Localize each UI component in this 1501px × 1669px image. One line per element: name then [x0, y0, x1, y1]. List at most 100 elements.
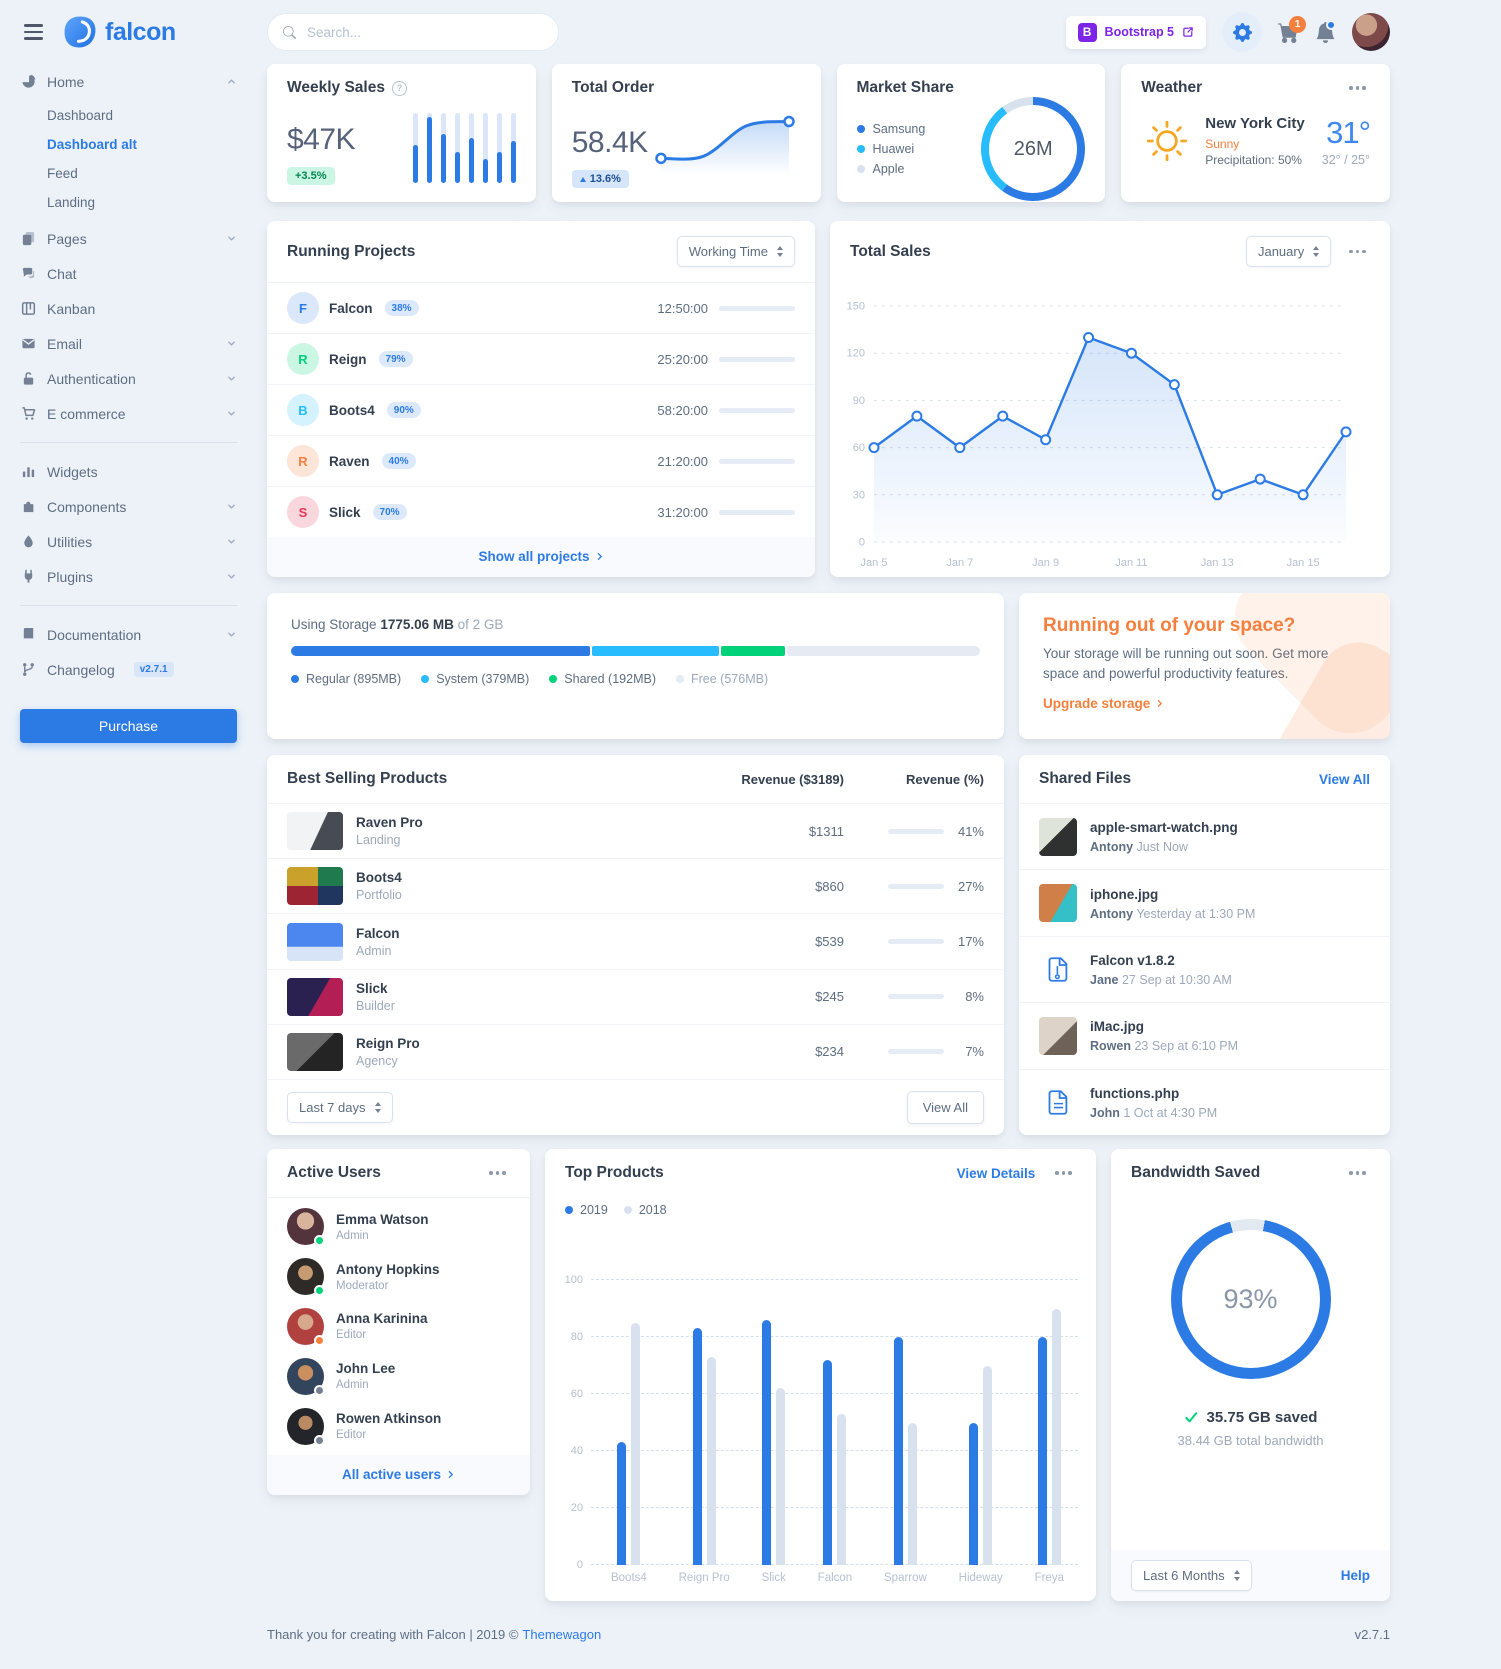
project-name[interactable]: Reign [329, 351, 367, 367]
best-selling-title: Best Selling Products [287, 770, 448, 787]
bandwidth-total-text: 38.44 GB total bandwidth [1177, 1433, 1324, 1448]
purchase-button[interactable]: Purchase [20, 709, 237, 743]
product-category: Builder [356, 998, 395, 1013]
revenue-percent-bar [888, 994, 944, 1000]
revenue-percent-bar [888, 939, 944, 944]
project-percent-badge: 38% [384, 300, 419, 316]
sidebar-item-feed[interactable]: Feed [47, 166, 78, 181]
user-name[interactable]: Rowen Atkinson [336, 1411, 442, 1427]
working-time-select[interactable]: Working Time [676, 236, 795, 267]
sidebar-item-widgets[interactable]: Widgets [20, 454, 237, 489]
storage-promo-card: Running out of your space? Your storage … [1019, 593, 1390, 739]
total-sales-menu-button[interactable] [1345, 246, 1370, 258]
revenue-percent-label: 27% [957, 878, 984, 894]
project-name[interactable]: Falcon [329, 300, 373, 316]
project-row: R Raven 40% 21:20:00 [267, 436, 815, 487]
product-row: Boots4 Portfolio $860 27% [267, 858, 1004, 913]
caret-up-icon [579, 176, 586, 182]
storage-row: Using Storage 1775.06 MB of 2 GB Regular… [267, 593, 1390, 739]
legend-item-2019[interactable]: 2019 [565, 1203, 608, 1217]
search-box[interactable] [267, 13, 559, 51]
cart-count-badge: 1 [1289, 15, 1306, 33]
project-time: 58:20:00 [657, 402, 708, 418]
promo-title: Running out of your space? [1043, 615, 1296, 636]
file-name[interactable]: apple-smart-watch.png [1090, 820, 1238, 836]
status-dot [314, 1285, 325, 1297]
falcon-logo[interactable]: falcon [63, 15, 176, 49]
sidebar-item-authentication[interactable]: Authentication [20, 361, 237, 396]
sidebar-divider [20, 442, 237, 443]
user-name[interactable]: Emma Watson [336, 1211, 429, 1227]
project-name[interactable]: Boots4 [329, 402, 375, 418]
project-progress-bar [719, 458, 795, 464]
sidebar-item-changelog[interactable]: Changelog v2.7.1 [20, 652, 237, 687]
user-avatar [287, 1407, 325, 1446]
sidebar-item-dashboard[interactable]: Dashboard [47, 108, 114, 123]
upgrade-storage-link[interactable]: Upgrade storage [1043, 696, 1164, 711]
themewagon-link[interactable]: Themewagon [522, 1627, 602, 1642]
settings-button[interactable] [1222, 12, 1262, 52]
sidebar-item-pages[interactable]: Pages [20, 221, 237, 256]
product-name[interactable]: Raven Pro [356, 815, 423, 831]
view-details-link[interactable]: View Details [956, 1165, 1036, 1181]
sidebar-item-utilities[interactable]: Utilities [20, 524, 237, 559]
project-name[interactable]: Raven [329, 453, 370, 469]
storage-segment-free [787, 646, 980, 656]
top-products-menu-button[interactable] [1051, 1167, 1076, 1179]
storage-segment-shared [721, 646, 786, 656]
legend-dot [676, 675, 684, 683]
menu-toggle-button[interactable] [20, 20, 47, 43]
sidebar-item-ecommerce[interactable]: E commerce [20, 396, 237, 431]
bootstrap-version-badge[interactable]: B Bootstrap 5 [1065, 15, 1206, 49]
file-meta: Jane 27 Sep at 10:30 AM [1090, 973, 1232, 988]
total-sales-card: Total Sales January 0 30 60 90 120 150 Jan 5 Ja… [830, 221, 1390, 577]
month-select[interactable]: January [1245, 236, 1332, 267]
shared-files-view-all-link[interactable]: View All [1318, 771, 1370, 787]
user-avatar [287, 1307, 325, 1346]
active-users-menu-button[interactable] [485, 1167, 510, 1179]
bandwidth-menu-button[interactable] [1345, 1167, 1370, 1179]
chevron-right-icon [597, 553, 602, 560]
stats-row: Weekly Sales $47K +3.5% Total Order [267, 64, 1390, 202]
user-name[interactable]: John Lee [336, 1361, 396, 1377]
user-avatar[interactable] [1352, 13, 1390, 51]
date-range-select[interactable]: Last 7 days [287, 1092, 393, 1124]
sidebar-item-chat[interactable]: Chat [20, 256, 237, 291]
question-circle-icon[interactable] [391, 80, 407, 96]
sidebar-item-documentation[interactable]: Documentation [20, 617, 237, 652]
all-active-users-link[interactable]: All active users [342, 1467, 455, 1482]
cart-button[interactable]: 1 [1278, 15, 1306, 43]
legend-dot [421, 675, 430, 683]
period-select[interactable]: Last 6 Months [1131, 1560, 1252, 1591]
search-input[interactable] [305, 23, 543, 41]
file-name[interactable]: iMac.jpg [1090, 1019, 1145, 1035]
user-role: Admin [336, 1229, 369, 1242]
view-all-button[interactable]: View All [906, 1091, 984, 1125]
sidebar-item-dashboard-alt[interactable]: Dashboard alt [47, 137, 138, 152]
help-link[interactable]: Help [1340, 1568, 1370, 1583]
user-avatar [287, 1357, 325, 1396]
legend-item-2018[interactable]: 2018 [623, 1203, 667, 1217]
product-name[interactable]: Reign Pro [356, 1035, 420, 1051]
user-name[interactable]: Antony Hopkins [336, 1261, 440, 1277]
sidebar-item-landing[interactable]: Landing [47, 195, 96, 210]
user-name[interactable]: Anna Karinina [336, 1311, 428, 1327]
file-name[interactable]: functions.php [1090, 1085, 1180, 1101]
file-name[interactable]: iphone.jpg [1090, 886, 1159, 902]
sidebar-item-home[interactable]: Home [20, 64, 237, 99]
file-name[interactable]: Falcon v1.8.2 [1090, 953, 1175, 969]
show-all-projects-link[interactable]: Show all projects [478, 549, 603, 564]
project-progress-bar [719, 356, 795, 362]
sidebar-item-email[interactable]: Email [20, 326, 237, 361]
sidebar-item-plugins[interactable]: Plugins [20, 559, 237, 594]
chevron-down-icon [228, 632, 235, 637]
sidebar-item-kanban[interactable]: Kanban [20, 291, 237, 326]
sidebar-item-components[interactable]: Components [20, 489, 237, 524]
project-name[interactable]: Slick [329, 504, 361, 520]
notifications-button[interactable] [1315, 19, 1336, 43]
product-name[interactable]: Falcon [356, 925, 400, 941]
product-name[interactable]: Boots4 [356, 870, 402, 886]
product-name[interactable]: Slick [356, 980, 388, 996]
weather-menu-button[interactable] [1345, 82, 1370, 94]
bandwidth-saved-card: Bandwidth Saved 93% 35.75 GB saved 38.44… [1111, 1149, 1390, 1601]
